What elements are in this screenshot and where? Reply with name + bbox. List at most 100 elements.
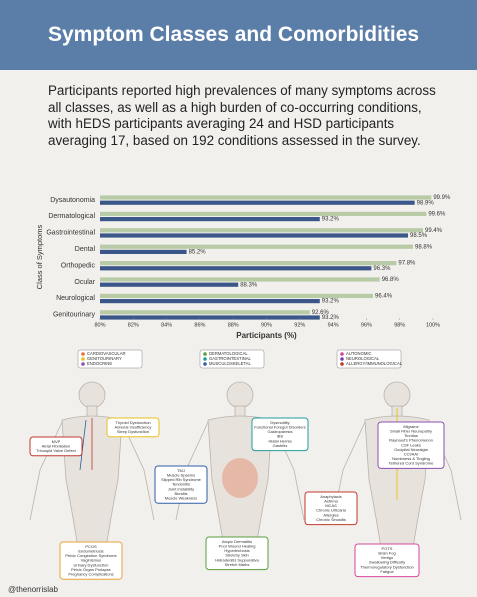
value-label: 98.8% [415, 244, 433, 250]
value-label: 99.6% [428, 211, 446, 217]
illustration [29, 381, 462, 561]
callout-text: Thermoregulatory Dysfunction [360, 564, 414, 569]
callout-text: Pelvic Congestion Syndrome [65, 553, 117, 558]
callout-text: Migraine [403, 424, 419, 429]
callout-text: Raynaud's Phenomenon [389, 438, 433, 443]
legend-dot [203, 352, 207, 356]
callout-text: Endometriosis [78, 548, 103, 553]
x-tick-label: 96% [361, 322, 372, 328]
callout-text: Numbness & Tingling [392, 456, 430, 461]
callout-text: Urinary Dysfunction [74, 562, 109, 567]
intro-text: Participants reported high prevalences o… [48, 83, 436, 148]
legend-dot [340, 357, 344, 361]
bar [100, 261, 397, 266]
callout-text: Asthma [324, 498, 338, 503]
callout-text: Poor Wound Healing [219, 543, 256, 548]
legend-label: NEUROLOGICAL [346, 356, 380, 361]
y-tick-label: Orthopedic [61, 262, 96, 269]
legend-box [199, 349, 265, 369]
value-label: 98.5% [410, 233, 428, 239]
legend-label: ENDOCRINE [87, 361, 112, 366]
bar [100, 282, 239, 287]
callout-text: Tethered Cord Syndrome [389, 461, 434, 466]
callout-text: Sleep Dysfunction [117, 429, 149, 434]
body-figure [175, 381, 305, 561]
legend-label: GENITOURINARY [87, 356, 122, 361]
callout-text: Gastroparesis [268, 429, 293, 434]
x-tick-label: 84% [161, 322, 172, 328]
callout-text: IBS [277, 434, 284, 439]
bar [100, 228, 424, 233]
x-tick-label: 82% [128, 322, 139, 328]
callout-box [205, 536, 269, 571]
value-label: 93.2% [322, 299, 340, 305]
legend-label: MUSCULOSKELETAL [209, 361, 251, 366]
legend-label: DERMATOLOGICAL [209, 351, 248, 356]
legend-box [77, 349, 143, 369]
bar [100, 211, 427, 216]
callout-text: Dysmotility [270, 420, 289, 425]
callout-text: Gastritis [273, 443, 288, 448]
callout-text: Fatigue [380, 569, 394, 574]
value-label: 96.8% [382, 277, 400, 283]
callout-text: Brain Fog [378, 550, 395, 555]
callout-text: Adrenal Insufficiency [115, 424, 152, 429]
legend-dot [81, 357, 85, 361]
callout-box [377, 421, 445, 469]
value-label: 96.4% [375, 293, 393, 299]
callout-box [29, 436, 83, 457]
callout-text: Functional Foregut Disorders [254, 424, 306, 429]
callout-box [354, 543, 420, 578]
header: Symptom Classes and Comorbidities [0, 0, 477, 70]
y-tick-label: Dysautonomia [50, 197, 95, 204]
callout-text: MVP [52, 439, 61, 444]
callout-text: Allergies [323, 512, 338, 517]
callout-text: PCOS [85, 544, 97, 549]
callout-text: Occipital Neuralgia [394, 447, 428, 452]
bar [100, 217, 320, 222]
callout-text: MCAS [325, 503, 337, 508]
y-tick-label: Neurological [56, 295, 95, 302]
callout-text: Atopic Dermatitis [222, 539, 252, 544]
callout-text: TMJ [177, 468, 185, 473]
value-label: 99.4% [425, 228, 443, 234]
callout-box [304, 491, 358, 526]
x-tick-label: 92% [294, 322, 305, 328]
callout-box [59, 541, 123, 580]
callout-text: Thyroid Dysfunction [115, 420, 150, 425]
legend-dot [340, 352, 344, 356]
value-label: 99.9% [433, 195, 451, 201]
bar [100, 200, 415, 205]
callout-text: Swallowing Difficulty [369, 560, 405, 565]
bar [100, 310, 310, 315]
value-label: 93.2% [322, 217, 340, 223]
value-label: 85.2% [189, 249, 207, 255]
callout-text: Chronic Urticaria [316, 508, 347, 513]
callout-text: Tricuspid Valve Defect [36, 448, 76, 453]
callout-text: Tendonitis [172, 482, 190, 487]
legend-dot [340, 362, 344, 366]
legend-dot [203, 362, 207, 366]
callout-text: Chronic Sinusitis [316, 517, 346, 522]
y-tick-label: Dermatological [48, 213, 95, 220]
x-tick-label: 90% [261, 322, 272, 328]
callout-text: Bursitis [174, 491, 187, 496]
callout-text: Pregnancy Complications [68, 571, 113, 576]
callout-text: Muscle Spasms [167, 472, 195, 477]
footer: @thenorrislab [8, 585, 58, 594]
bar [100, 315, 320, 320]
bar [100, 249, 187, 254]
title: Symptom Classes and Comorbidities [48, 23, 420, 46]
callout-text: Joint Instability [168, 486, 194, 491]
legend-dot [81, 352, 85, 356]
bar [100, 277, 380, 282]
value-label: 93.2% [322, 315, 340, 321]
value-label: 97.8% [398, 261, 416, 267]
bar [100, 266, 372, 271]
bar [100, 293, 374, 298]
callout-text: Hidradenitis Suppurativa [215, 557, 259, 562]
legend-dot [81, 362, 85, 366]
value-label: 92.6% [312, 310, 330, 316]
